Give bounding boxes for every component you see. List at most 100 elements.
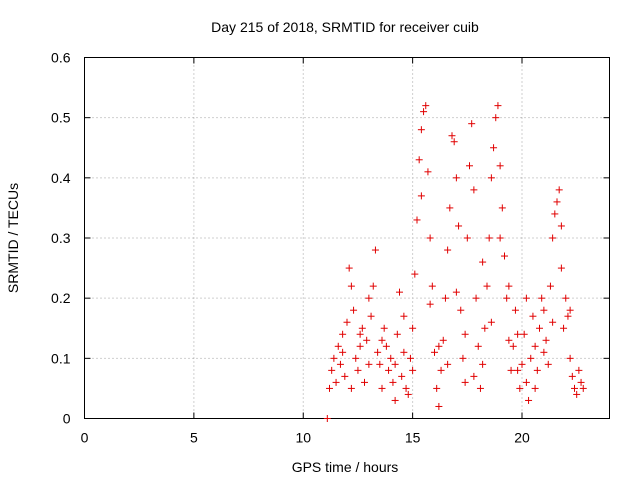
data-point [417,126,425,134]
data-point [555,186,563,194]
data-point [468,120,476,128]
data-point [511,306,519,314]
x-tick-label: 10 [295,430,311,446]
data-point [433,384,441,392]
x-tick-label: 20 [514,430,530,446]
data-point [553,198,561,206]
data-point [487,318,495,326]
data-point [529,312,537,320]
data-point [413,216,421,224]
data-point [323,415,331,422]
data-point [522,294,530,302]
data-point [426,300,434,308]
data-point [557,264,565,272]
data-point [417,192,425,200]
data-point [356,330,364,338]
data-point [461,330,469,338]
data-point [363,336,371,344]
data-point [568,372,576,380]
data-point [437,366,445,374]
x-tick-label: 0 [81,430,89,446]
data-point [457,306,465,314]
data-point [470,186,478,194]
data-point [396,288,403,296]
data-point [347,282,355,290]
data-point [461,378,469,386]
data-point [490,144,498,152]
data-point [389,378,397,386]
data-point [371,246,379,254]
data-point [566,354,574,362]
data-point [485,234,493,242]
data-point [481,324,489,332]
data-point [422,102,430,110]
data-point [566,306,574,314]
data-point [518,360,526,368]
data-point [426,234,434,242]
data-point [365,294,373,302]
data-point [522,378,530,386]
data-point [577,378,585,386]
data-point [542,336,550,344]
data-point [409,324,417,332]
data-point [452,288,460,296]
data-point [560,324,568,332]
x-tick-label: 15 [405,430,421,446]
y-tick-label: 0 [63,411,71,427]
data-point [551,210,559,218]
data-point [472,294,480,302]
data-point [525,396,533,404]
data-point [575,366,583,374]
data-point [365,360,373,368]
data-point [505,336,513,344]
data-point [354,366,362,374]
data-point [409,366,417,374]
data-point [380,324,388,332]
data-point [347,384,355,392]
data-point [387,354,395,362]
data-point [514,330,522,338]
data-point [404,390,412,398]
data-point [369,282,377,290]
data-points [323,102,587,422]
data-point [350,306,358,314]
x-axis-label: GPS time / hours [292,459,399,475]
data-point [398,372,406,380]
y-tick-label: 0.1 [51,350,71,366]
data-point [391,396,399,404]
data-point [439,336,447,344]
data-point [334,342,342,350]
data-point [573,390,581,398]
data-point [546,282,554,290]
data-point [549,318,557,326]
data-point [358,324,366,332]
data-point [520,330,528,338]
data-point [435,402,443,410]
data-point [435,342,443,350]
data-point [343,318,351,326]
data-point [531,384,539,392]
data-point [571,384,578,392]
data-point [450,138,458,146]
data-point [536,324,543,332]
data-point [374,348,382,356]
data-point [382,342,390,350]
data-point [378,384,386,392]
data-point [487,174,495,182]
data-point [446,204,454,212]
plot-frame [84,57,610,419]
y-tick-label: 0.5 [51,110,71,126]
data-point [476,384,484,392]
data-point [406,354,414,362]
data-point [339,330,347,338]
data-point [492,114,500,122]
data-point [444,246,452,254]
data-point [564,312,572,320]
data-point [332,378,340,386]
data-point [562,294,570,302]
y-tick-label: 0.2 [51,290,71,306]
data-point [378,336,386,344]
data-point [496,234,504,242]
grid [84,57,610,419]
data-point [501,252,508,260]
